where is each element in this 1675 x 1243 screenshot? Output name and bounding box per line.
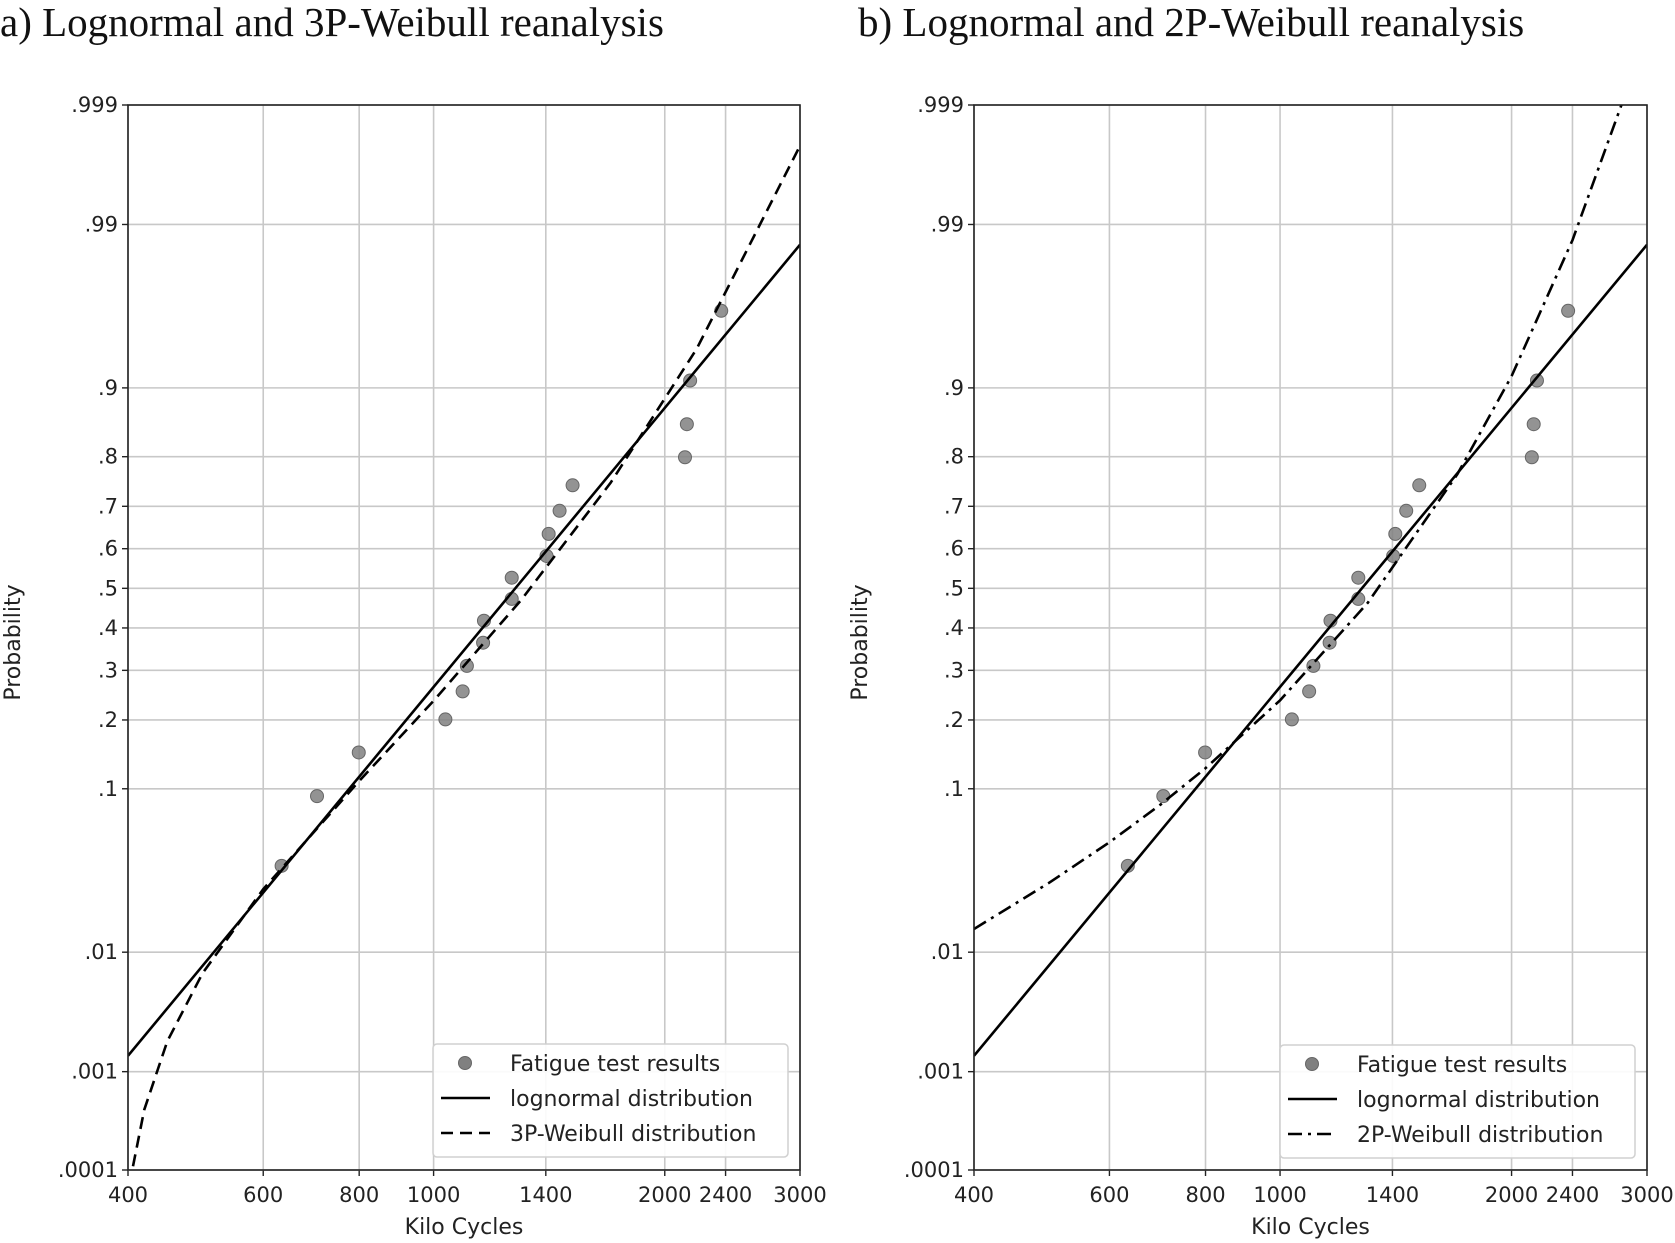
data-point — [1524, 450, 1539, 465]
y-tick-label: .001 — [917, 1060, 964, 1084]
data-point — [1561, 303, 1576, 318]
data-point — [438, 712, 453, 727]
y-tick-label: .99 — [85, 212, 118, 236]
x-tick-label: 2000 — [638, 1183, 691, 1207]
y-tick-label: .999 — [71, 93, 118, 117]
y-tick-label: .6 — [944, 537, 964, 561]
y-axis-label: Probability — [1, 584, 26, 700]
y-tick-label: .4 — [944, 616, 964, 640]
x-tick-label: 600 — [243, 1183, 283, 1207]
y-tick-label: .0001 — [58, 1158, 118, 1182]
data-point — [1526, 417, 1541, 432]
weibull-curve — [131, 145, 800, 1167]
data-point — [1322, 635, 1337, 650]
x-tick-label: 1400 — [519, 1183, 572, 1207]
legend-label: lognormal distribution — [510, 1087, 753, 1112]
weibull-curve — [974, 105, 1623, 931]
legend-label: 3P-Weibull distribution — [510, 1122, 756, 1147]
x-tick-label: 400 — [108, 1183, 148, 1207]
legend-box — [1279, 1044, 1636, 1159]
chart-b-title: b) Lognormal and 2P-Weibull reanalysis — [858, 0, 1525, 45]
y-tick-label: .5 — [98, 576, 118, 600]
data-point — [552, 503, 567, 518]
x-tick-label: 3000 — [773, 1183, 826, 1207]
axes-frame — [973, 104, 1648, 1171]
legend: Fatigue test results lognormal distributi… — [432, 1043, 789, 1158]
x-tick-label: 2400 — [699, 1183, 752, 1207]
data-point — [351, 745, 366, 760]
y-tick-label: .01 — [931, 940, 964, 964]
x-tick-label: 2400 — [1546, 1183, 1599, 1207]
legend-marker — [1305, 1057, 1319, 1071]
y-tick-label: .999 — [917, 93, 964, 117]
x-tick-label: 1400 — [1366, 1183, 1419, 1207]
lognormal-line — [128, 243, 800, 1057]
plot-area — [128, 145, 800, 1167]
legend-label: lognormal distribution — [1357, 1088, 1600, 1113]
data-point — [683, 373, 698, 388]
data-point — [1351, 570, 1366, 585]
x-tick-label: 1000 — [407, 1183, 460, 1207]
axes-frame — [127, 104, 801, 1171]
legend-label: Fatigue test results — [1357, 1053, 1567, 1078]
legend-label: 2P-Weibull distribution — [1357, 1123, 1603, 1148]
y-tick-label: .7 — [944, 494, 964, 518]
data-point — [1156, 789, 1171, 804]
y-tick-label: .2 — [944, 708, 964, 732]
x-tick-label: 3000 — [1620, 1183, 1673, 1207]
y-tick-label: .3 — [98, 658, 118, 682]
y-tick-label: .8 — [98, 445, 118, 469]
data-point — [1198, 745, 1213, 760]
data-point — [1284, 712, 1299, 727]
y-tick-label: .6 — [98, 537, 118, 561]
lognormal-line — [974, 243, 1647, 1057]
data-point — [1302, 684, 1317, 699]
legend: Fatigue test results lognormal distributi… — [1279, 1044, 1636, 1159]
x-tick-label: 400 — [954, 1183, 994, 1207]
y-tick-label: .4 — [98, 616, 118, 640]
y-tick-label: .1 — [944, 777, 964, 801]
y-tick-label: .0001 — [904, 1158, 964, 1182]
data-point — [310, 789, 325, 804]
data-point — [541, 526, 556, 541]
data-point — [565, 478, 580, 493]
y-tick-label: .7 — [98, 494, 118, 518]
x-axis-label: Kilo Cycles — [405, 1215, 524, 1240]
data-point — [1529, 373, 1544, 388]
y-tick-label: .9 — [944, 376, 964, 400]
y-tick-label: .5 — [944, 576, 964, 600]
data-point — [459, 658, 474, 673]
x-tick-label: 1000 — [1253, 1183, 1306, 1207]
y-tick-label: .1 — [98, 777, 118, 801]
x-tick-label: 800 — [339, 1183, 379, 1207]
data-point — [1412, 478, 1427, 493]
y-tick-label: .2 — [98, 708, 118, 732]
chart-a: 400 600 800 1000 1400 2000 2400 3000 .0001 .001 .0… — [1, 93, 827, 1240]
x-axis-label: Kilo Cycles — [1251, 1215, 1370, 1240]
chart-a-title: a) Lognormal and 3P-Weibull reanalysis — [0, 0, 664, 45]
chart-b: 400 600 800 1000 1400 2000 2400 3000 .0001 .001 .0… — [848, 93, 1674, 1240]
plot-area — [974, 105, 1647, 1057]
legend-label: Fatigue test results — [510, 1052, 720, 1077]
x-tick-label: 600 — [1089, 1183, 1129, 1207]
data-point — [1399, 503, 1414, 518]
data-point — [677, 450, 692, 465]
y-tick-label: .01 — [85, 940, 118, 964]
data-point — [1388, 526, 1403, 541]
data-point — [455, 684, 470, 699]
y-tick-label: .9 — [98, 376, 118, 400]
x-tick-label: 2000 — [1485, 1183, 1538, 1207]
legend-marker — [458, 1056, 472, 1070]
data-point — [504, 570, 519, 585]
data-point — [1306, 658, 1321, 673]
y-tick-label: .001 — [71, 1060, 118, 1084]
data-point — [679, 417, 694, 432]
y-axis-label: Probability — [848, 584, 873, 700]
y-tick-label: .3 — [944, 658, 964, 682]
y-tick-label: .99 — [931, 212, 964, 236]
legend-box — [432, 1043, 789, 1158]
y-tick-label: .8 — [944, 445, 964, 469]
x-tick-label: 800 — [1185, 1183, 1225, 1207]
